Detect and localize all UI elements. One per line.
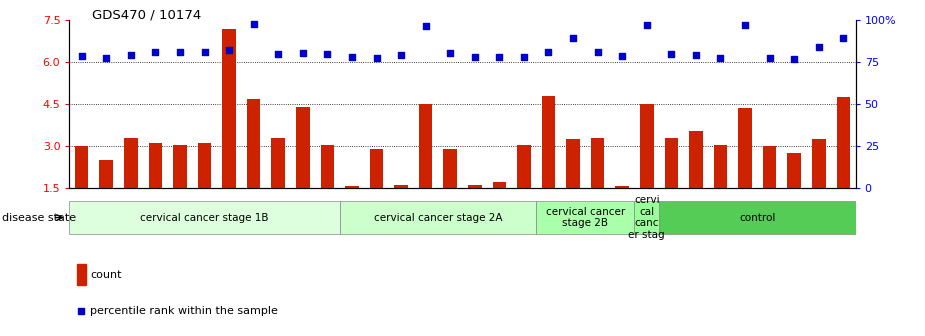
Text: control: control (739, 213, 775, 222)
Point (836, 36, 851, 41)
Point (664, 52, 679, 57)
Bar (77, 264, 86, 285)
Bar (198, 143, 211, 188)
Bar (591, 138, 604, 188)
Point (295, 50, 310, 56)
Bar (443, 149, 457, 188)
Bar (517, 145, 531, 188)
Bar (222, 29, 236, 188)
Bar (394, 185, 408, 188)
Point (148, 49, 163, 54)
Text: cervical cancer stage 2A: cervical cancer stage 2A (374, 213, 502, 222)
Point (467, 54, 482, 60)
Point (173, 49, 188, 54)
Text: GDS470 / 10174: GDS470 / 10174 (92, 8, 202, 22)
Bar (100, 160, 113, 188)
Text: cervical cancer stage 1B: cervical cancer stage 1B (141, 213, 269, 222)
Bar (419, 104, 432, 188)
Bar (812, 139, 825, 188)
Text: cervi
cal
canc
er stag: cervi cal canc er stag (628, 195, 665, 240)
FancyBboxPatch shape (659, 201, 856, 235)
Text: cervical cancer
stage 2B: cervical cancer stage 2B (546, 207, 625, 228)
Bar (345, 186, 359, 188)
Point (590, 50, 605, 55)
Bar (247, 98, 261, 188)
Bar (640, 104, 654, 188)
Text: percentile rank within the sample: percentile rank within the sample (91, 306, 278, 316)
Point (320, 52, 335, 57)
Bar (689, 131, 703, 188)
Point (123, 52, 138, 57)
Bar (149, 143, 162, 188)
Bar (493, 182, 506, 188)
Bar (566, 139, 580, 188)
Text: count: count (91, 269, 122, 280)
Point (762, 55, 777, 61)
FancyBboxPatch shape (536, 201, 635, 235)
Point (615, 53, 630, 59)
FancyBboxPatch shape (635, 201, 659, 235)
Point (369, 55, 384, 61)
Bar (271, 138, 285, 188)
Point (443, 50, 458, 55)
Bar (296, 107, 310, 188)
Point (344, 54, 359, 59)
Point (566, 35, 581, 40)
Bar (173, 145, 187, 188)
Text: disease state: disease state (2, 213, 76, 222)
Point (787, 57, 802, 62)
Point (271, 52, 286, 57)
Point (197, 49, 212, 54)
Point (737, 23, 752, 28)
Point (99, 55, 114, 61)
Bar (615, 186, 629, 188)
FancyBboxPatch shape (339, 201, 536, 235)
Point (688, 52, 703, 58)
Bar (836, 97, 850, 188)
Point (74, 308, 89, 313)
Point (713, 55, 728, 61)
Point (639, 23, 654, 28)
Bar (664, 138, 678, 188)
Bar (542, 96, 555, 188)
Point (418, 23, 433, 29)
Point (516, 54, 531, 60)
Point (492, 55, 507, 60)
Bar (714, 145, 727, 188)
Point (222, 47, 237, 52)
FancyBboxPatch shape (69, 201, 339, 235)
Bar (738, 109, 752, 188)
Bar (75, 146, 89, 188)
Point (394, 52, 409, 58)
Point (811, 44, 826, 49)
Bar (763, 146, 776, 188)
Bar (370, 149, 383, 188)
Bar (468, 185, 482, 188)
Point (246, 22, 261, 27)
Point (74, 53, 89, 59)
Point (541, 49, 556, 54)
Bar (787, 153, 801, 188)
Bar (124, 138, 138, 188)
Bar (321, 145, 334, 188)
